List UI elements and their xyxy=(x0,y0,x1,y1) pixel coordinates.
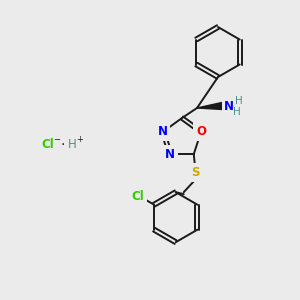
Text: O: O xyxy=(196,125,206,138)
Text: −: − xyxy=(53,136,61,145)
Text: H: H xyxy=(233,107,241,117)
Text: N: N xyxy=(224,98,234,113)
Text: N: N xyxy=(224,100,234,112)
Polygon shape xyxy=(197,103,222,110)
Text: ·: · xyxy=(61,138,65,152)
Text: Cl: Cl xyxy=(132,190,145,203)
Text: S: S xyxy=(191,166,200,179)
Text: H: H xyxy=(68,139,76,152)
Text: N: N xyxy=(158,125,168,138)
Text: +: + xyxy=(76,136,83,145)
Text: N: N xyxy=(158,124,168,139)
Text: H: H xyxy=(235,96,243,106)
Text: N: N xyxy=(165,148,175,161)
Text: N: N xyxy=(165,147,176,162)
Text: Cl: Cl xyxy=(42,139,54,152)
Text: Cl: Cl xyxy=(131,189,146,204)
Text: S: S xyxy=(191,165,200,180)
Text: O: O xyxy=(195,124,207,139)
